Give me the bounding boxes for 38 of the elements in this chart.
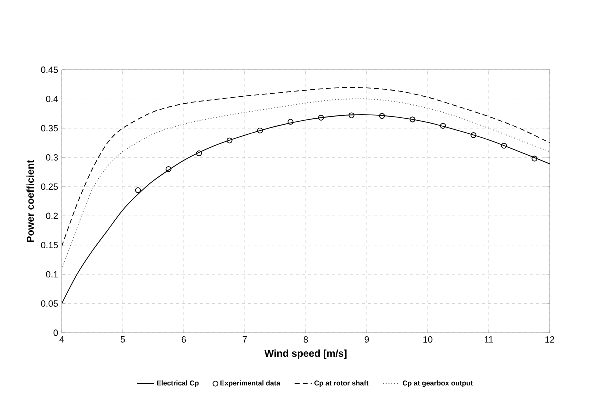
point: [501, 143, 508, 149]
y-tick-label: 0.2: [46, 212, 58, 220]
x-axis-title: Wind speed [m/s]: [264, 350, 347, 360]
point: [166, 166, 172, 172]
point: [348, 112, 355, 118]
y-axis-title: Power coefficient: [26, 160, 34, 242]
point: [470, 132, 477, 138]
point: [135, 187, 142, 194]
x-tick-label: 5: [120, 336, 126, 343]
y-tick-label: 0.3: [46, 154, 58, 161]
line-series: [62, 114, 550, 304]
line-series: [62, 98, 550, 270]
point: [379, 113, 386, 120]
x-tick-label: 9: [364, 336, 370, 343]
y-tick-label: 0.25: [41, 184, 58, 190]
x-tick-label: 8: [304, 336, 308, 343]
point: [196, 150, 202, 156]
point: [318, 115, 324, 121]
line-series: [62, 87, 550, 247]
y-tick-label: 0.4: [46, 96, 58, 102]
point: [257, 128, 264, 134]
y-tick-label: 0: [54, 330, 58, 336]
x-tick-label: 10: [424, 336, 433, 343]
point: [410, 116, 416, 123]
x-tick-label: 11: [485, 336, 494, 343]
x-tick-label: 12: [546, 336, 555, 343]
point: [226, 138, 233, 144]
y-tick-label: 0.15: [41, 242, 58, 249]
x-tick-label: 6: [182, 336, 186, 343]
x-tick-label: 4: [60, 336, 64, 343]
x-tick-label: 7: [242, 336, 248, 343]
y-tick-label: 0.1: [46, 271, 58, 278]
point: [288, 119, 294, 125]
y-tick-label: 0.45: [41, 66, 58, 74]
point: [532, 156, 538, 162]
point: [440, 123, 446, 130]
y-tick-label: 0.35: [41, 125, 58, 132]
y-tick-label: 0.05: [41, 300, 58, 307]
